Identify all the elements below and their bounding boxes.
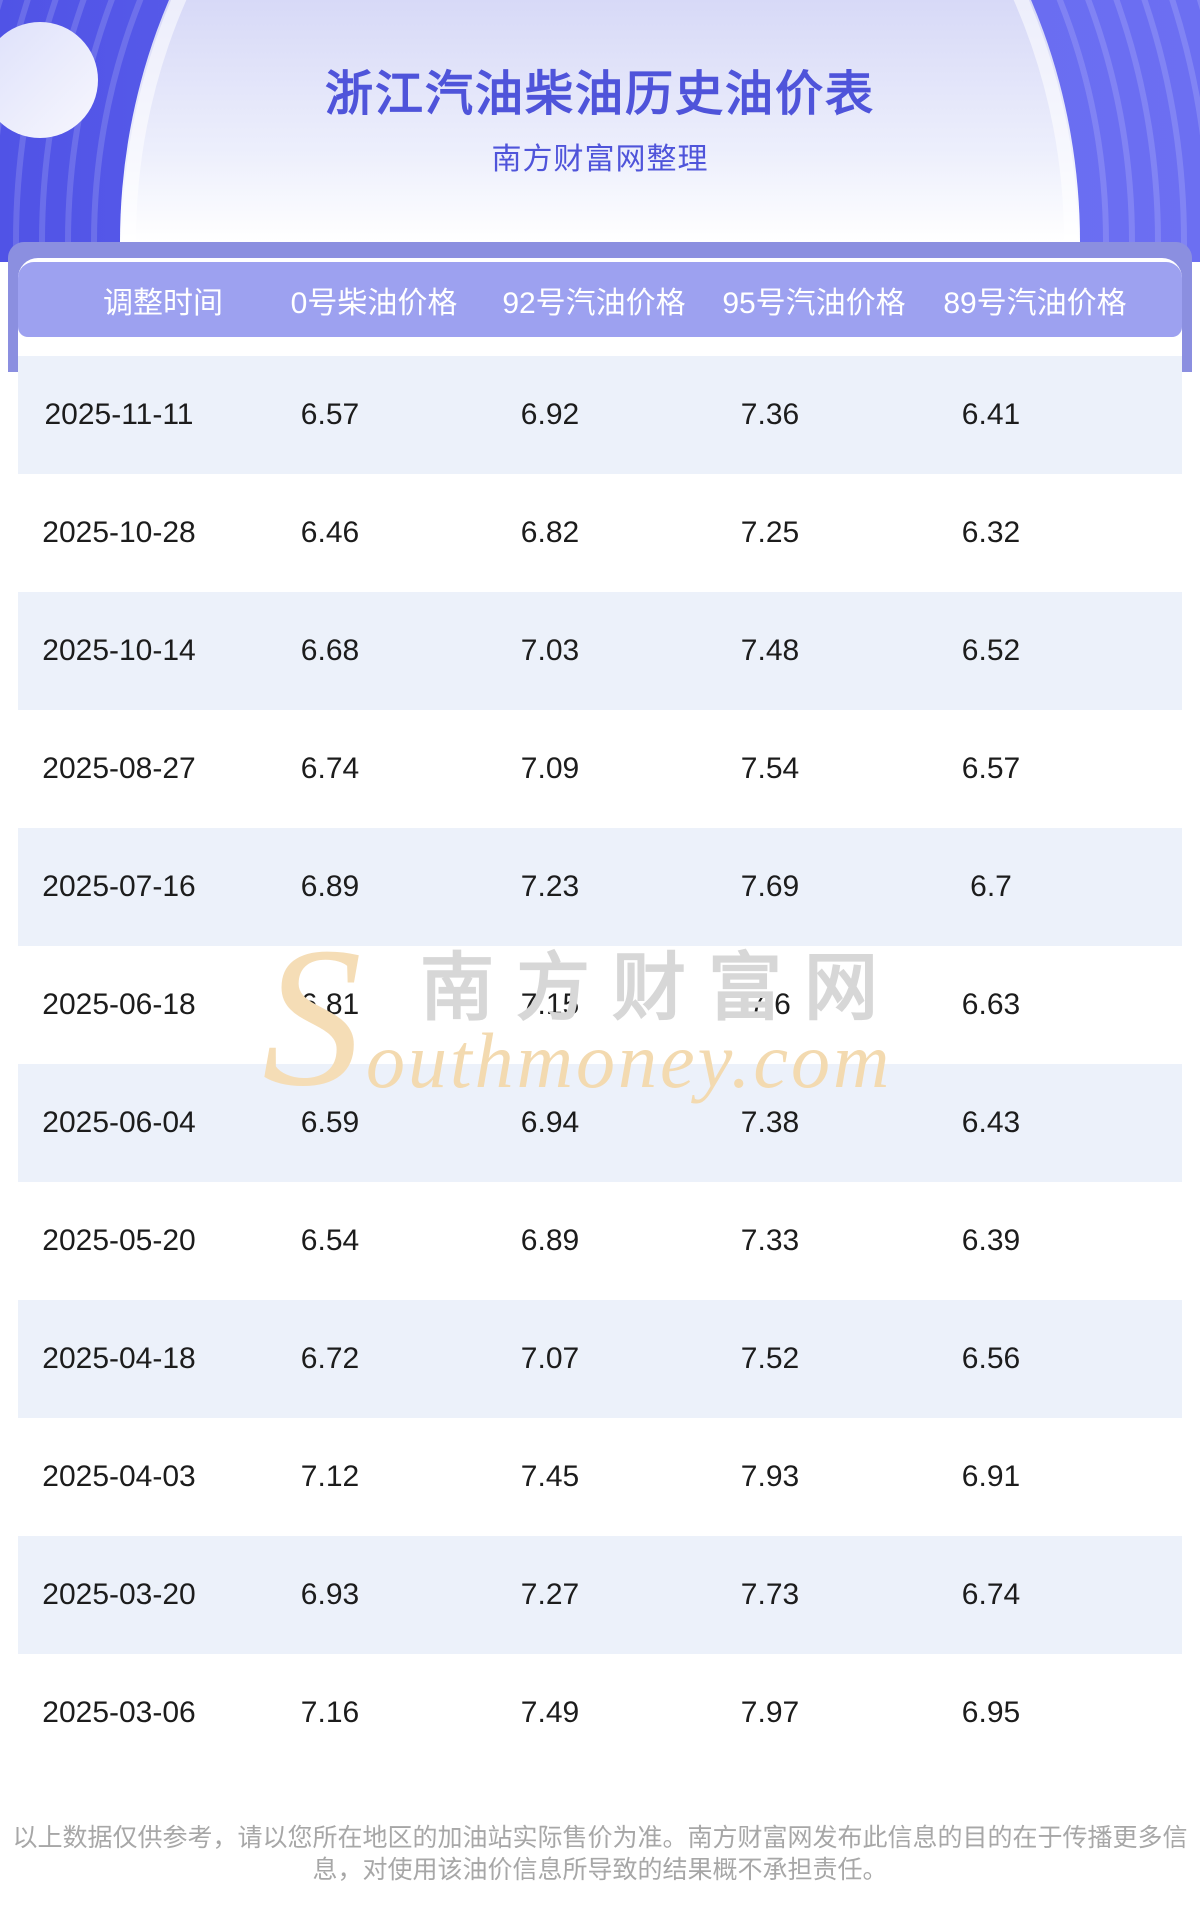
table-cell: 6.82: [520, 516, 580, 549]
table-cell: 2025-08-27: [42, 752, 196, 785]
table-row: 2025-10-28 6.46 6.82 7.25 6.32: [18, 474, 1182, 592]
table-cell: 6.41: [961, 398, 1021, 431]
table-cell: 6.92: [520, 398, 580, 431]
hero-background-graphic: [0, 0, 1200, 262]
table-cell: 7.09: [520, 752, 580, 785]
table-cell: 2025-06-04: [42, 1106, 196, 1139]
column-header-adjust-date: 调整时间: [103, 286, 223, 320]
table-cell: 6.68: [300, 634, 360, 667]
table-body: 2025-11-11 6.57 6.92 7.36 6.41 2025-10-28 6.46…: [18, 356, 1182, 1772]
table-row: 2025-03-20 6.93 7.27 7.73 6.74: [18, 1536, 1182, 1654]
table-cell: 6.94: [520, 1106, 580, 1139]
table-cell: 2025-03-20: [42, 1578, 196, 1611]
footer: 以上数据仅供参考，请以您所在地区的加油站实际售价为准。南方财富网发布此信息的目的…: [0, 1822, 1200, 1886]
price-table-card: 调整时间 0号柴油价格 92号汽油价格 95号汽油价格 89号汽油价格 2025…: [18, 258, 1182, 1772]
table-row: 2025-03-06 7.16 7.49 7.97 6.95: [18, 1654, 1182, 1772]
column-header-diesel-0: 0号柴油价格: [290, 286, 458, 320]
hero-white-blob: [120, 0, 1080, 262]
table-cell: 6.57: [300, 398, 360, 431]
column-header-gasoline-92: 92号汽油价格: [502, 286, 686, 320]
table-cell: 7.54: [740, 752, 800, 785]
table-cell: 2025-06-18: [42, 988, 196, 1021]
table-cell: 7.15: [520, 988, 580, 1021]
table-cell: 7.6: [749, 988, 791, 1021]
table-cell: 2025-05-20: [42, 1224, 196, 1257]
table-cell: 6.74: [300, 752, 360, 785]
table-cell: 7.33: [740, 1224, 800, 1257]
table-cell: 6.43: [961, 1106, 1021, 1139]
table-cell: 6.93: [300, 1578, 360, 1611]
table-cell: 6.54: [300, 1224, 360, 1257]
table-cell: 6.95: [961, 1696, 1021, 1729]
table-cell: 6.39: [961, 1224, 1021, 1257]
table-cell: 2025-07-16: [42, 870, 196, 903]
table-cell: 7.36: [740, 398, 800, 431]
table-cell: 7.27: [520, 1578, 580, 1611]
table-cell: 7.49: [520, 1696, 580, 1729]
table-cell: 6.72: [300, 1342, 360, 1375]
table-cell: 7.52: [740, 1342, 800, 1375]
table-cell: 2025-03-06: [42, 1696, 196, 1729]
table-cell: 7.73: [740, 1578, 800, 1611]
table-row: 2025-04-18 6.72 7.07 7.52 6.56: [18, 1300, 1182, 1418]
column-header-gasoline-89: 89号汽油价格: [943, 286, 1127, 320]
table-cell: 6.52: [961, 634, 1021, 667]
table-row: 2025-05-20 6.54 6.89 7.33 6.39: [18, 1182, 1182, 1300]
page-title: 浙江汽油柴油历史油价表: [324, 68, 875, 121]
disclaimer-text: 以上数据仅供参考，请以您所在地区的加油站实际售价为准。南方财富网发布此信息的目的…: [12, 1824, 1188, 1884]
table-cell: 7.45: [520, 1460, 580, 1493]
table-cell: 7.12: [300, 1460, 360, 1493]
table-cell: 6.81: [300, 988, 360, 1021]
decorative-circle: [0, 22, 98, 138]
table-cell: 7.48: [740, 634, 800, 667]
table-cell: 2025-11-11: [44, 398, 194, 431]
table-cell: 2025-04-18: [42, 1342, 196, 1375]
hero-banner: 浙江汽油柴油历史油价表 南方财富网整理: [0, 0, 1200, 262]
column-header-gasoline-95: 95号汽油价格: [722, 286, 906, 320]
table-cell: 7.07: [520, 1342, 580, 1375]
table-cell: 7.23: [520, 870, 580, 903]
table-row: 2025-11-11 6.57 6.92 7.36 6.41: [18, 356, 1182, 474]
table-cell: 6.89: [300, 870, 360, 903]
table-cell: 7.97: [740, 1696, 800, 1729]
page-subtitle: 南方财富网整理: [491, 143, 709, 176]
table-cell: 6.32: [961, 516, 1021, 549]
table-row: 2025-04-03 7.12 7.45 7.93 6.91: [18, 1418, 1182, 1536]
table-cell: 7.16: [300, 1696, 360, 1729]
table-cell: 6.91: [961, 1460, 1021, 1493]
table-row: 2025-07-16 6.89 7.23 7.69 6.7: [18, 828, 1182, 946]
table-row: 2025-08-27 6.74 7.09 7.54 6.57: [18, 710, 1182, 828]
table-cell: 6.59: [300, 1106, 360, 1139]
table-cell: 2025-04-03: [42, 1460, 196, 1493]
table-cell: 6.56: [961, 1342, 1021, 1375]
table-cell: 6.57: [961, 752, 1021, 785]
table-cell: 6.89: [520, 1224, 580, 1257]
table-cell: 2025-10-14: [42, 634, 196, 667]
table-cell: 6.46: [300, 516, 360, 549]
table-cell: 7.93: [740, 1460, 800, 1493]
table-cell: 6.7: [970, 870, 1012, 903]
table-cell: 7.38: [740, 1106, 800, 1139]
table-cell: 7.25: [740, 516, 800, 549]
table-cell: 7.03: [520, 634, 580, 667]
table-row: 2025-06-18 6.81 7.15 7.6 6.63: [18, 946, 1182, 1064]
table-cell: 2025-10-28: [42, 516, 196, 549]
table-cell: 6.74: [961, 1578, 1021, 1611]
table-row: 2025-10-14 6.68 7.03 7.48 6.52: [18, 592, 1182, 710]
table-cell: 6.63: [961, 988, 1021, 1021]
table-header-row: 调整时间 0号柴油价格 92号汽油价格 95号汽油价格 89号汽油价格: [18, 262, 1182, 337]
table-cell: 7.69: [740, 870, 800, 903]
table-row: 2025-06-04 6.59 6.94 7.38 6.43: [18, 1064, 1182, 1182]
